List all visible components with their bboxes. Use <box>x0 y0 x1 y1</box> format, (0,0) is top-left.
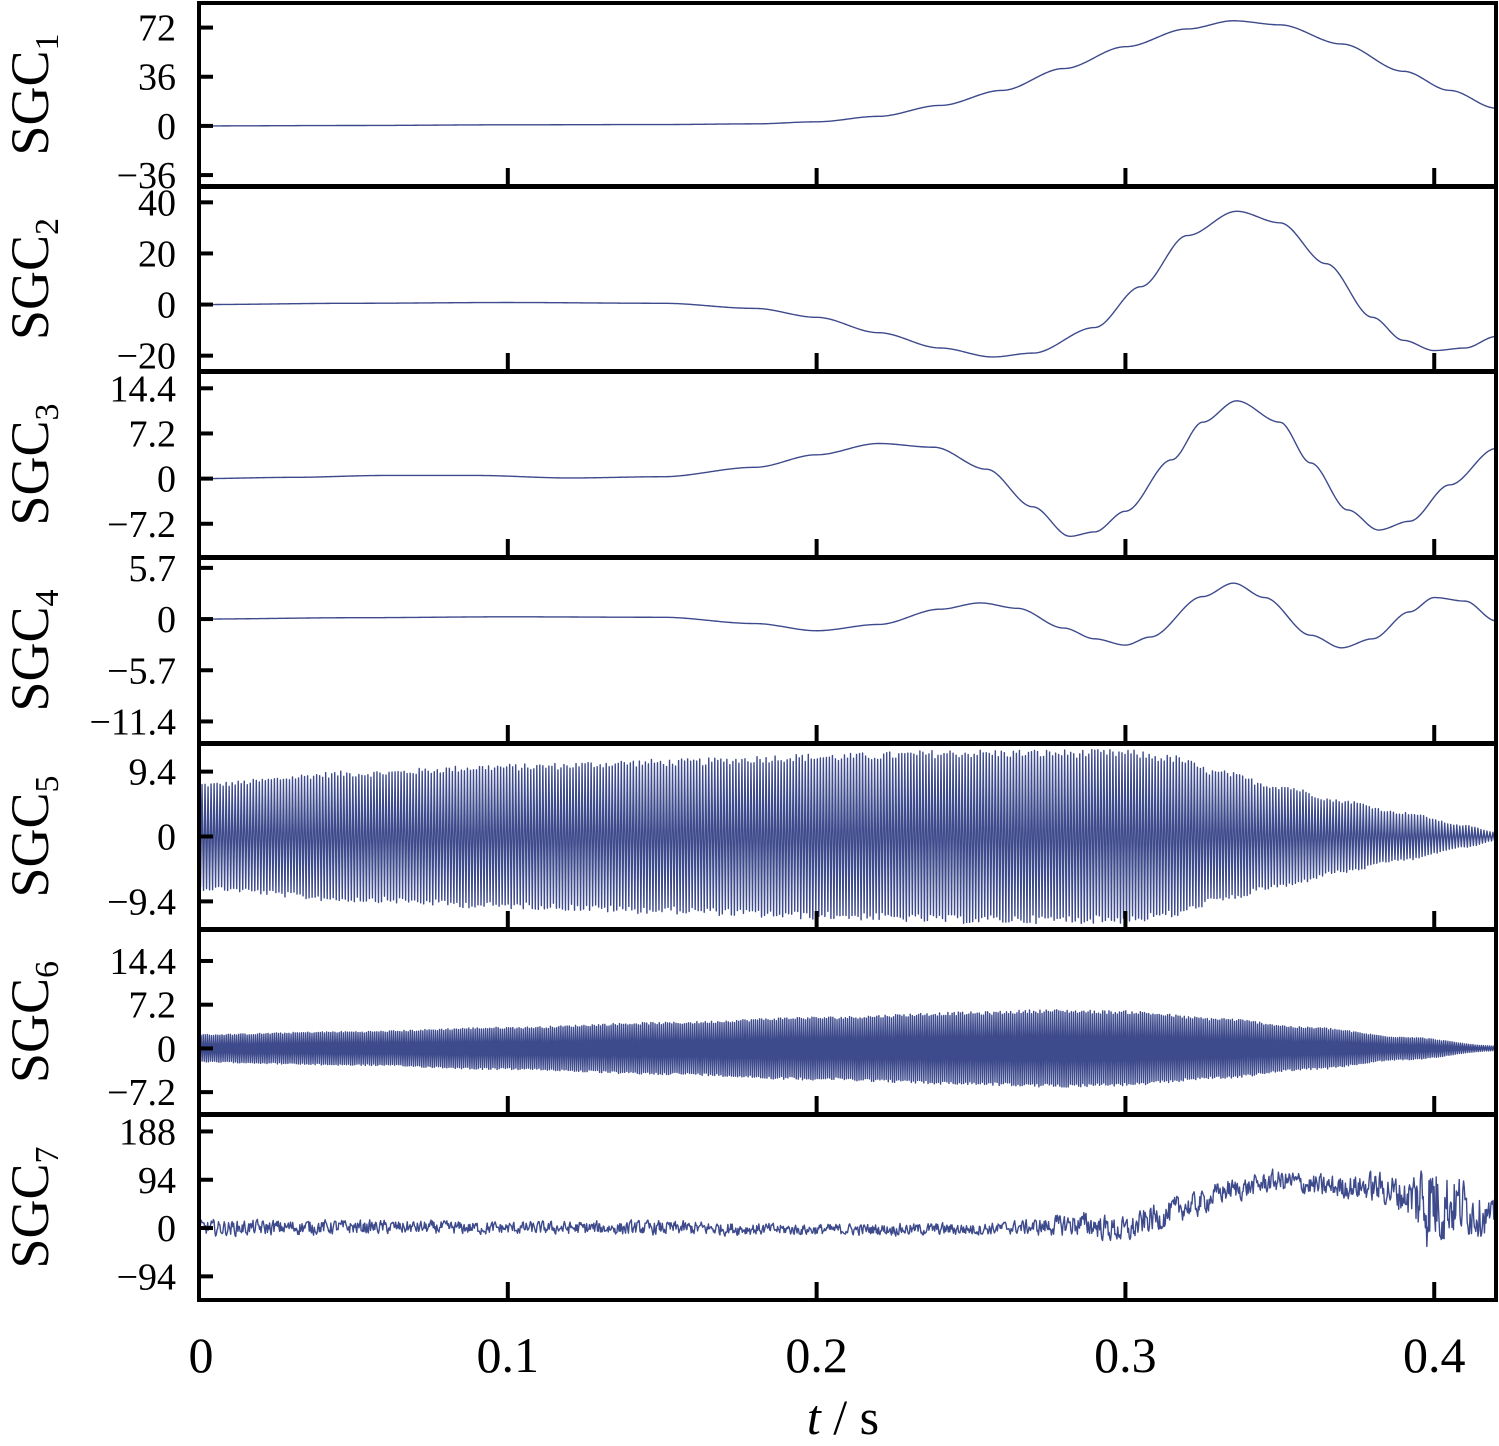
subplot-frame-2 <box>197 185 1498 373</box>
y-tick-label: 0 <box>157 817 176 859</box>
y-tick-label: 0 <box>157 1208 176 1250</box>
y-axis-label-5: SGC5 <box>0 775 66 897</box>
y-tick-label: 7.2 <box>129 985 177 1027</box>
subplot-panel-6: −7.207.214.4 SGC6 <box>0 928 1498 1116</box>
y-axis-label-main: SGC <box>0 50 60 155</box>
series-line-5 <box>199 748 1496 925</box>
y-tick-label: −36 <box>117 155 176 197</box>
x-axis: 0 0.1 0.2 0.3 0.4 <box>189 1327 1466 1383</box>
y-axis-label-6: SGC6 <box>0 961 66 1083</box>
y-tick-label: 9.4 <box>129 752 177 794</box>
y-tick-label: 14.4 <box>110 941 177 983</box>
series-line-3 <box>199 400 1496 537</box>
y-tick-label: −5.7 <box>107 650 176 692</box>
y-axis-label-subscript: 7 <box>29 1146 66 1163</box>
x-tick-label: 0 <box>189 1327 214 1383</box>
y-axis-label-2: SGC2 <box>0 218 66 340</box>
y-tick-label: 40 <box>138 182 176 224</box>
y-axis-label-4: SGC4 <box>0 589 66 711</box>
x-axis-label-unit: / s <box>821 1389 879 1445</box>
subplot-panel-2: −20 0 20 40 SGC2 <box>0 182 1498 378</box>
y-tick-label: 0 <box>157 106 176 148</box>
y-axis-label-subscript: 6 <box>29 961 66 978</box>
x-tick-label: 0.1 <box>477 1327 540 1383</box>
subplot-panel-1: −36 0 36 72 SGC1 <box>0 1 1498 197</box>
y-axis-label-subscript: 4 <box>29 589 66 606</box>
y-axis-label-main: SGC <box>0 1163 60 1268</box>
y-axis-label-1: SGC1 <box>0 33 66 155</box>
y-axis-label-main: SGC <box>0 420 60 525</box>
y-tick-label: −20 <box>117 336 176 378</box>
y-tick-label: −7.2 <box>107 1072 176 1114</box>
y-tick-label: 0 <box>157 599 176 641</box>
y-tick-label: 0 <box>157 285 176 327</box>
x-tick-label: 0.3 <box>1094 1327 1157 1383</box>
y-tick-label: −9.4 <box>107 881 176 923</box>
y-tick-label: 36 <box>138 57 176 99</box>
y-axis-label-subscript: 2 <box>29 218 66 235</box>
y-axis-label-main: SGC <box>0 235 60 340</box>
y-tick-label: −11.4 <box>89 701 176 743</box>
x-axis-label-variable: t <box>807 1389 822 1445</box>
y-axis-label-main: SGC <box>0 792 60 897</box>
subplot-frame-7 <box>197 1113 1498 1302</box>
series-line-4 <box>199 582 1496 649</box>
y-axis-label-main: SGC <box>0 606 60 711</box>
y-tick-label: 14.4 <box>110 368 177 410</box>
series-line-7 <box>199 1168 1496 1248</box>
y-tick-label: 0 <box>157 459 176 501</box>
subplot-frame-4 <box>197 556 1498 745</box>
series-line-1 <box>199 20 1496 127</box>
y-tick-label: 0 <box>157 1028 176 1070</box>
y-tick-label: 5.7 <box>129 548 177 590</box>
y-tick-label: 7.2 <box>129 413 177 455</box>
y-axis-label-main: SGC <box>0 978 60 1083</box>
y-tick-label: 72 <box>138 8 176 50</box>
y-axis-label-3: SGC3 <box>0 403 66 525</box>
x-tick-label: 0.2 <box>785 1327 848 1383</box>
y-tick-label: 188 <box>119 1111 176 1153</box>
y-tick-label: −94 <box>117 1256 176 1298</box>
subplot-frame-3 <box>197 370 1498 559</box>
y-axis-label-subscript: 3 <box>29 403 66 420</box>
series-line-2 <box>199 210 1496 358</box>
x-tick-label: 0.4 <box>1403 1327 1466 1383</box>
y-tick-label: −7.2 <box>107 504 176 546</box>
subplot-panel-3: −7.207.214.4 SGC3 <box>0 368 1498 559</box>
subplot-panel-7: −94 0 94 188 SGC7 <box>0 1111 1498 1302</box>
series-line-6 <box>199 1009 1496 1088</box>
y-axis-label-subscript: 1 <box>29 33 66 50</box>
y-tick-label: 20 <box>138 233 176 275</box>
subplot-panels: −3603672SGC1−2002040SGC2−7.207.214.4SGC3… <box>0 1 1498 1302</box>
y-tick-label: 94 <box>138 1160 176 1202</box>
x-axis-label: t / s <box>807 1389 879 1445</box>
y-axis-label-7: SGC7 <box>0 1146 66 1268</box>
subplot-panel-4: −11.4 −5.7 0 5.7 SGC4 <box>0 548 1498 745</box>
subplot-panel-5: −9.4 0 9.4 SGC5 <box>0 742 1498 931</box>
y-axis-label-subscript: 5 <box>29 775 66 792</box>
